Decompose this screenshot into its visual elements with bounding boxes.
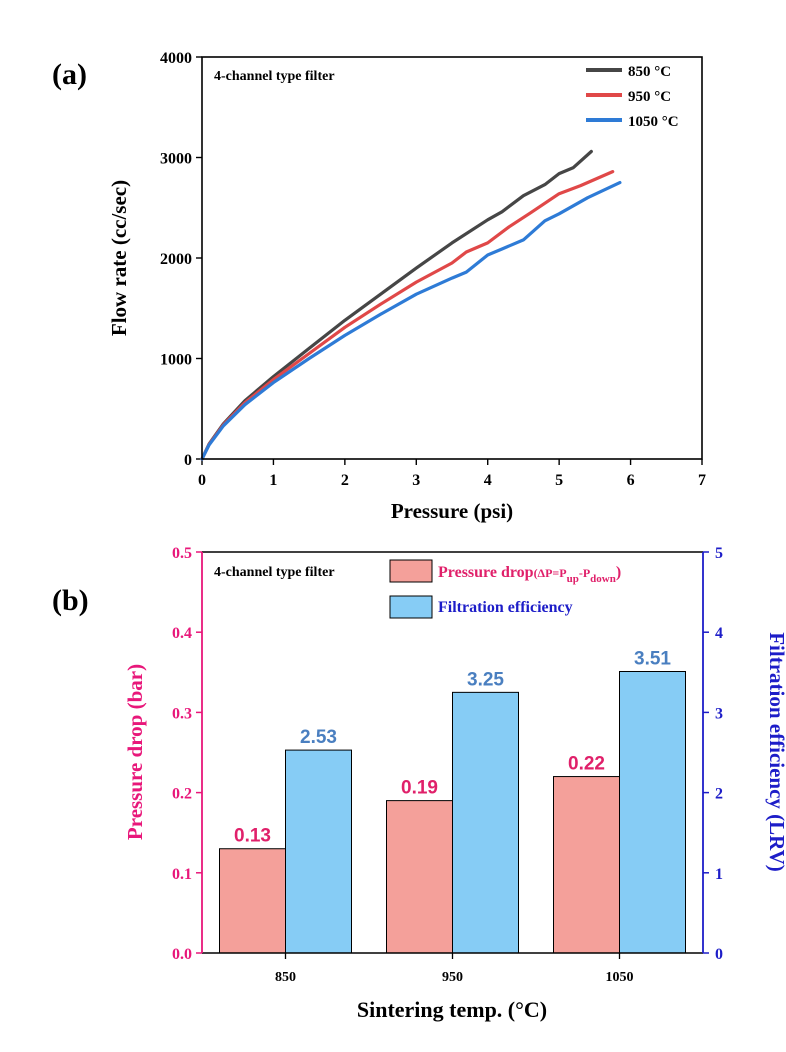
x-tick-label-b: 1050 (606, 970, 634, 985)
y-tick-label-right-b: 3 (715, 705, 723, 722)
x-tick-label-a: 6 (627, 472, 635, 489)
x-tick-label-a: 3 (412, 472, 420, 489)
legend-pressure-swatch (389, 559, 433, 583)
legend-850-label: 850 °C (628, 64, 671, 80)
y-axis-title-a: Flow rate (cc/sec) (107, 180, 131, 336)
y-tick-label-right-b: 1 (715, 866, 723, 883)
legend-filtration-swatch (389, 595, 433, 619)
plot-a-frame (201, 56, 703, 460)
legend-950-label: 950 °C (628, 89, 671, 105)
legend-pressure-sub-up: up (567, 573, 579, 585)
y-axis-title-b-left: Pressure drop (bar) (123, 664, 147, 840)
bar-filtration-850 (285, 749, 352, 954)
y-tick-label-left-b: 0.4 (172, 625, 192, 642)
legend-pressure-formula-open: (ΔP=P (534, 566, 567, 580)
bar-label-pressure-950: 0.19 (401, 778, 438, 799)
bar-label-filtration-850: 2.53 (300, 727, 337, 748)
legend-pressure-formula-mid: -P (579, 566, 590, 580)
bar-label-pressure-850: 0.13 (234, 826, 271, 847)
y-tick-label-right-b: 0 (715, 946, 723, 963)
panel-a-label: (a) (52, 58, 87, 91)
x-tick-label-b: 850 (275, 970, 296, 985)
legend-1050-label: 1050 °C (628, 114, 679, 130)
x-tick-label-a: 1 (269, 472, 277, 489)
line-plot-area: 0 1 2 3 4 5 6 7 0 1000 2000 3000 4000 (160, 50, 706, 489)
legend-pressure-formula-close: ) (616, 564, 621, 581)
y-tick-label-right-b: 5 (715, 545, 723, 562)
bar-pressure-850 (219, 848, 286, 954)
bar-label-filtration-1050: 3.51 (634, 648, 671, 669)
legend-filtration-label: Filtration efficiency (438, 599, 573, 616)
x-axis-title-a: Pressure (psi) (391, 499, 513, 523)
bar-label-filtration-950: 3.25 (467, 669, 504, 690)
y-tick-label-left-b: 0.3 (172, 705, 192, 722)
x-tick-label-a: 2 (341, 472, 349, 489)
legend-pressure-label: Pressure drop(ΔP=Pup-Pdown) (438, 564, 621, 585)
y-tick-label-a: 3000 (160, 151, 192, 168)
y-tick-label-left-b: 0.5 (172, 545, 192, 562)
x-tick-label-a: 0 (198, 472, 206, 489)
plot-a-annotation: 4-channel type filter (214, 69, 335, 84)
bar-plot-area: 0.0 0.1 0.2 0.3 0.4 0.5 0 1 2 3 4 5 850 0.13 2.53 950 0.… (172, 545, 723, 985)
panel-b: (b) 0.0 0.1 0.2 0.3 0.4 0.5 0 1 2 3 4 5 850 0.13 2.53 9… (52, 545, 786, 1022)
legend-pressure-main: Pressure drop (438, 564, 534, 581)
y-axis-title-b-right: Filtration efficiency (LRV) (765, 632, 786, 872)
panel-a: (a) 0 1 2 3 4 5 6 7 0 1000 2000 3000 4000 4-channel … (52, 50, 706, 523)
y-tick-label-left-b: 0.1 (172, 866, 192, 883)
bar-filtration-950 (452, 691, 519, 954)
bar-filtration-1050 (619, 670, 686, 954)
panel-b-label: (b) (52, 584, 89, 617)
series-line-1050 (200, 181, 622, 461)
y-tick-label-left-b: 0.2 (172, 786, 192, 803)
y-tick-label-a: 2000 (160, 251, 192, 268)
y-tick-label-left-b: 0.0 (172, 946, 192, 963)
x-tick-label-a: 5 (555, 472, 563, 489)
y-tick-label-a: 4000 (160, 50, 192, 67)
bar-pressure-950 (386, 800, 453, 954)
x-axis-title-b: Sintering temp. (°C) (357, 997, 547, 1022)
bar-label-pressure-1050: 0.22 (568, 754, 605, 775)
y-tick-label-right-b: 2 (715, 786, 723, 803)
legend-a: 850 °C 950 °C 1050 °C (586, 64, 679, 130)
x-tick-label-a: 7 (698, 472, 706, 489)
series-line-950 (200, 170, 615, 461)
y-tick-label-a: 1000 (160, 352, 192, 369)
y-tick-label-right-b: 4 (715, 625, 723, 642)
legend-pressure-sub-down: down (590, 573, 616, 585)
legend-b: Pressure drop(ΔP=Pup-Pdown) Filtration e… (389, 559, 621, 619)
x-tick-label-a: 4 (484, 472, 492, 489)
y-tick-label-a: 0 (184, 452, 192, 469)
plot-b-annotation: 4-channel type filter (214, 565, 335, 580)
x-tick-label-b: 950 (442, 970, 463, 985)
bar-pressure-1050 (553, 776, 620, 954)
